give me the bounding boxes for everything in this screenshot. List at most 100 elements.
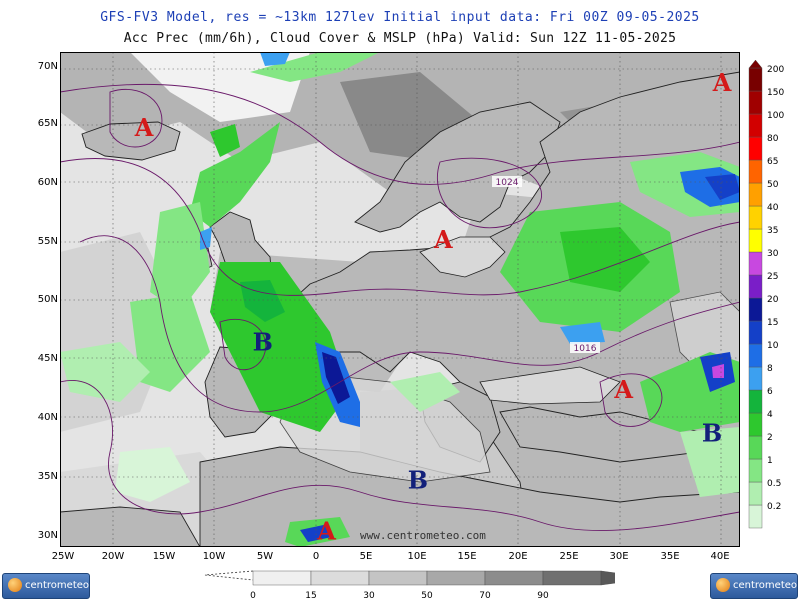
- precip-color-swatch: [748, 412, 763, 437]
- lat-label: 45N: [37, 353, 58, 364]
- precip-scale-label: 65: [767, 157, 778, 167]
- cloudbar-right-arrow: [600, 570, 615, 586]
- weather-map: 1024 1016 A A A A A B B B www.centrometeo.com: [60, 52, 740, 547]
- watermark: www.centrometeo.com: [360, 529, 486, 542]
- precip-color-swatch: [748, 297, 763, 322]
- precip-scale-label: 20: [767, 295, 779, 305]
- precip-scale-label: 15: [767, 318, 778, 328]
- pressure-centers: A A A A A B B B: [134, 68, 732, 545]
- lat-label: 65N: [37, 118, 58, 129]
- cloud-scale-label: 70: [479, 591, 491, 600]
- lat-label: 70N: [37, 61, 58, 72]
- precip-color-swatch: [748, 458, 763, 483]
- lon-label: 25W: [51, 551, 75, 562]
- lon-label: 15W: [152, 551, 176, 562]
- precip-scale-label: 0.2: [767, 502, 781, 512]
- product-title: Acc Prec (mm/6h), Cloud Cover & MSLP (hP…: [123, 31, 677, 46]
- map-frame: [60, 52, 740, 547]
- logo-left[interactable]: centrometeo: [2, 573, 90, 599]
- precip-scale-label: 150: [767, 88, 784, 98]
- lat-label: 55N: [37, 236, 58, 247]
- lon-label: 20W: [101, 551, 125, 562]
- precip-color-swatch: [748, 389, 763, 414]
- precip-scale-label: 10: [767, 341, 779, 351]
- model-title: GFS-FV3 Model, res = ~13km 127lev Initia…: [100, 10, 700, 25]
- precip-scale-label: 6: [767, 387, 773, 397]
- lon-label: 10W: [202, 551, 226, 562]
- cloud-cover-colorbar: 0 15 30 50 70 90: [204, 570, 615, 600]
- cloud-color-swatch: [426, 570, 486, 586]
- precip-color-swatch: [748, 67, 763, 92]
- precip-color-swatch: [748, 435, 763, 460]
- low-pressure-marker: B: [408, 466, 428, 495]
- globe-icon: [716, 578, 730, 592]
- cloud-color-swatch: [542, 570, 602, 586]
- precip-color-swatch: [748, 343, 763, 368]
- logo-left-text: centrometeo: [25, 580, 90, 591]
- isobar-label-group: 1024 1016: [492, 176, 600, 354]
- precip-color-swatch: [748, 159, 763, 184]
- high-pressure-marker: A: [316, 516, 336, 545]
- lon-label: 20E: [508, 551, 528, 562]
- lat-label: 35N: [37, 471, 58, 482]
- precip-scale-label: 30: [767, 249, 779, 259]
- precip-color-swatch: [748, 274, 763, 299]
- precip-color-swatch: [748, 320, 763, 345]
- colorbar-top-arrow: [748, 60, 763, 69]
- graticule: [60, 52, 740, 547]
- precip-scale-label: 100: [767, 111, 784, 121]
- precip-scale-label: 8: [767, 364, 773, 374]
- high-pressure-marker: A: [134, 113, 154, 142]
- precip-scale-label: 200: [767, 65, 784, 75]
- precip-scale-label: 2: [767, 433, 773, 443]
- logo-right[interactable]: centrometeo: [710, 573, 798, 599]
- cloudbar-left-arrow: [204, 570, 254, 581]
- lon-label: 35E: [660, 551, 680, 562]
- lat-label: 50N: [37, 294, 58, 305]
- lat-label: 40N: [37, 412, 58, 423]
- precip-scale-label: 25: [767, 272, 778, 282]
- lon-label: 0: [312, 551, 320, 562]
- cloud-color-swatch: [310, 570, 370, 586]
- cloud-scale-label: 30: [363, 591, 375, 600]
- cloud-scale-label: 0: [250, 591, 256, 600]
- cloud-color-swatch: [252, 570, 312, 586]
- lat-label: 60N: [37, 177, 58, 188]
- lon-label: 5W: [256, 551, 274, 562]
- lon-label: 15E: [457, 551, 477, 562]
- lat-label: 30N: [37, 530, 58, 541]
- precip-color-swatch: [748, 136, 763, 161]
- precip-scale-label: 50: [767, 180, 779, 190]
- precipitation-colorbar: 0.2 0.5 1 2 4 6 8 10 15 20 25 30 35 40 50 65 80 100 150 200: [748, 60, 784, 529]
- precip-color-swatch: [748, 481, 763, 506]
- high-pressure-marker: A: [433, 225, 453, 254]
- precip-color-swatch: [748, 90, 763, 115]
- precip-color-swatch: [748, 182, 763, 207]
- precip-color-swatch: [748, 504, 763, 529]
- low-pressure-marker: B: [253, 328, 273, 357]
- isobar-label-1024: 1024: [496, 178, 519, 188]
- precip-scale-label: 40: [767, 203, 779, 213]
- precip-color-swatch: [748, 228, 763, 253]
- precip-scale-label: 35: [767, 226, 778, 236]
- high-pressure-marker: A: [712, 68, 732, 97]
- precip-color-swatch: [748, 113, 763, 138]
- precip-color-swatch: [748, 366, 763, 391]
- cloud-scale-label: 50: [421, 591, 433, 600]
- lon-label: 5E: [359, 551, 373, 562]
- precip-scale-label: 0.5: [767, 479, 781, 489]
- cloud-color-swatch: [368, 570, 428, 586]
- logo-right-text: centrometeo: [733, 580, 798, 591]
- precip-color-swatch: [748, 251, 763, 276]
- lon-label: 25E: [559, 551, 579, 562]
- cloud-color-swatch: [484, 570, 544, 586]
- precip-scale-label: 80: [767, 134, 779, 144]
- lon-label: 10E: [407, 551, 427, 562]
- cloud-scale-label: 90: [537, 591, 549, 600]
- precipitation-layer: [60, 52, 740, 547]
- cloud-scale-label: 15: [305, 591, 316, 600]
- lon-label: 30E: [609, 551, 629, 562]
- low-pressure-marker: B: [702, 418, 722, 447]
- lon-label: 40E: [710, 551, 730, 562]
- globe-icon: [8, 578, 22, 592]
